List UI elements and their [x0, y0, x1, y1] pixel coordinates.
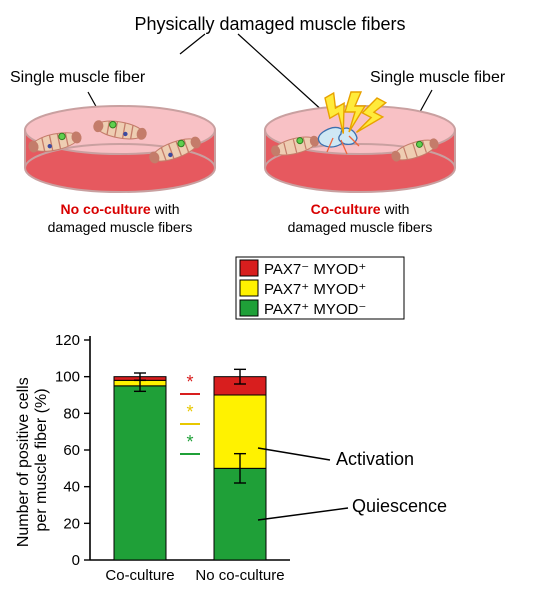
ytick-label: 60: [63, 442, 80, 459]
top-panel: Physically damaged muscle fibers Single …: [10, 14, 506, 235]
left-caption-1: No co-culture: [60, 201, 150, 217]
xlabel-0: Co-culture: [105, 567, 174, 584]
ytick-label: 100: [55, 369, 80, 386]
right-dish: [265, 91, 455, 192]
left-dish: [25, 106, 215, 192]
annotation-activation: Activation: [336, 449, 414, 469]
sig-yellow: *: [186, 402, 193, 422]
left-caption-3: damaged muscle fibers: [48, 219, 193, 235]
ytick-label: 80: [63, 405, 80, 422]
legend-yellow: PAX7⁺ MYOD⁺: [264, 281, 366, 298]
left-dish-label: Single muscle fiber: [10, 69, 146, 86]
ylabel-1: Number of positive cells: [15, 377, 32, 547]
annotation-quiescence: Quiescence: [352, 496, 447, 516]
right-dish-label: Single muscle fiber: [370, 69, 506, 86]
left-caption-2: with: [151, 201, 180, 217]
ytick-label: 120: [55, 332, 80, 349]
svg-text:Co-culture with: Co-culture with: [311, 201, 410, 217]
svg-text:No co-culture with: No co-culture with: [60, 201, 179, 217]
legend-red: PAX7⁻ MYOD⁺: [264, 261, 366, 278]
bar-Co-culture-green: [114, 386, 166, 560]
right-caption-1: Co-culture: [311, 201, 381, 217]
sig-green: *: [186, 432, 193, 452]
xlabel-1: No co-culture: [195, 567, 284, 584]
ytick-label: 40: [63, 479, 80, 496]
right-caption-3: damaged muscle fibers: [288, 219, 433, 235]
annotations: Activation Quiescence: [258, 448, 447, 520]
sig-red: *: [186, 372, 193, 392]
legend-green: PAX7⁺ MYOD⁻: [264, 301, 366, 318]
bar-chart: PAX7⁻ MYOD⁺ PAX7⁺ MYOD⁺ PAX7⁺ MYOD⁻ Numb…: [15, 257, 447, 584]
title: Physically damaged muscle fibers: [134, 14, 405, 34]
ytick-label: 20: [63, 515, 80, 532]
ytick-label: 0: [72, 552, 80, 569]
significance-marks: * * *: [180, 372, 200, 454]
ylabel-2: per muscle fiber (%): [33, 388, 50, 531]
svg-text:Number of positive cells: Number of positive cells per muscle fibe…: [15, 373, 50, 547]
right-caption-2: with: [381, 201, 410, 217]
legend: PAX7⁻ MYOD⁺ PAX7⁺ MYOD⁺ PAX7⁺ MYOD⁻: [236, 257, 404, 319]
